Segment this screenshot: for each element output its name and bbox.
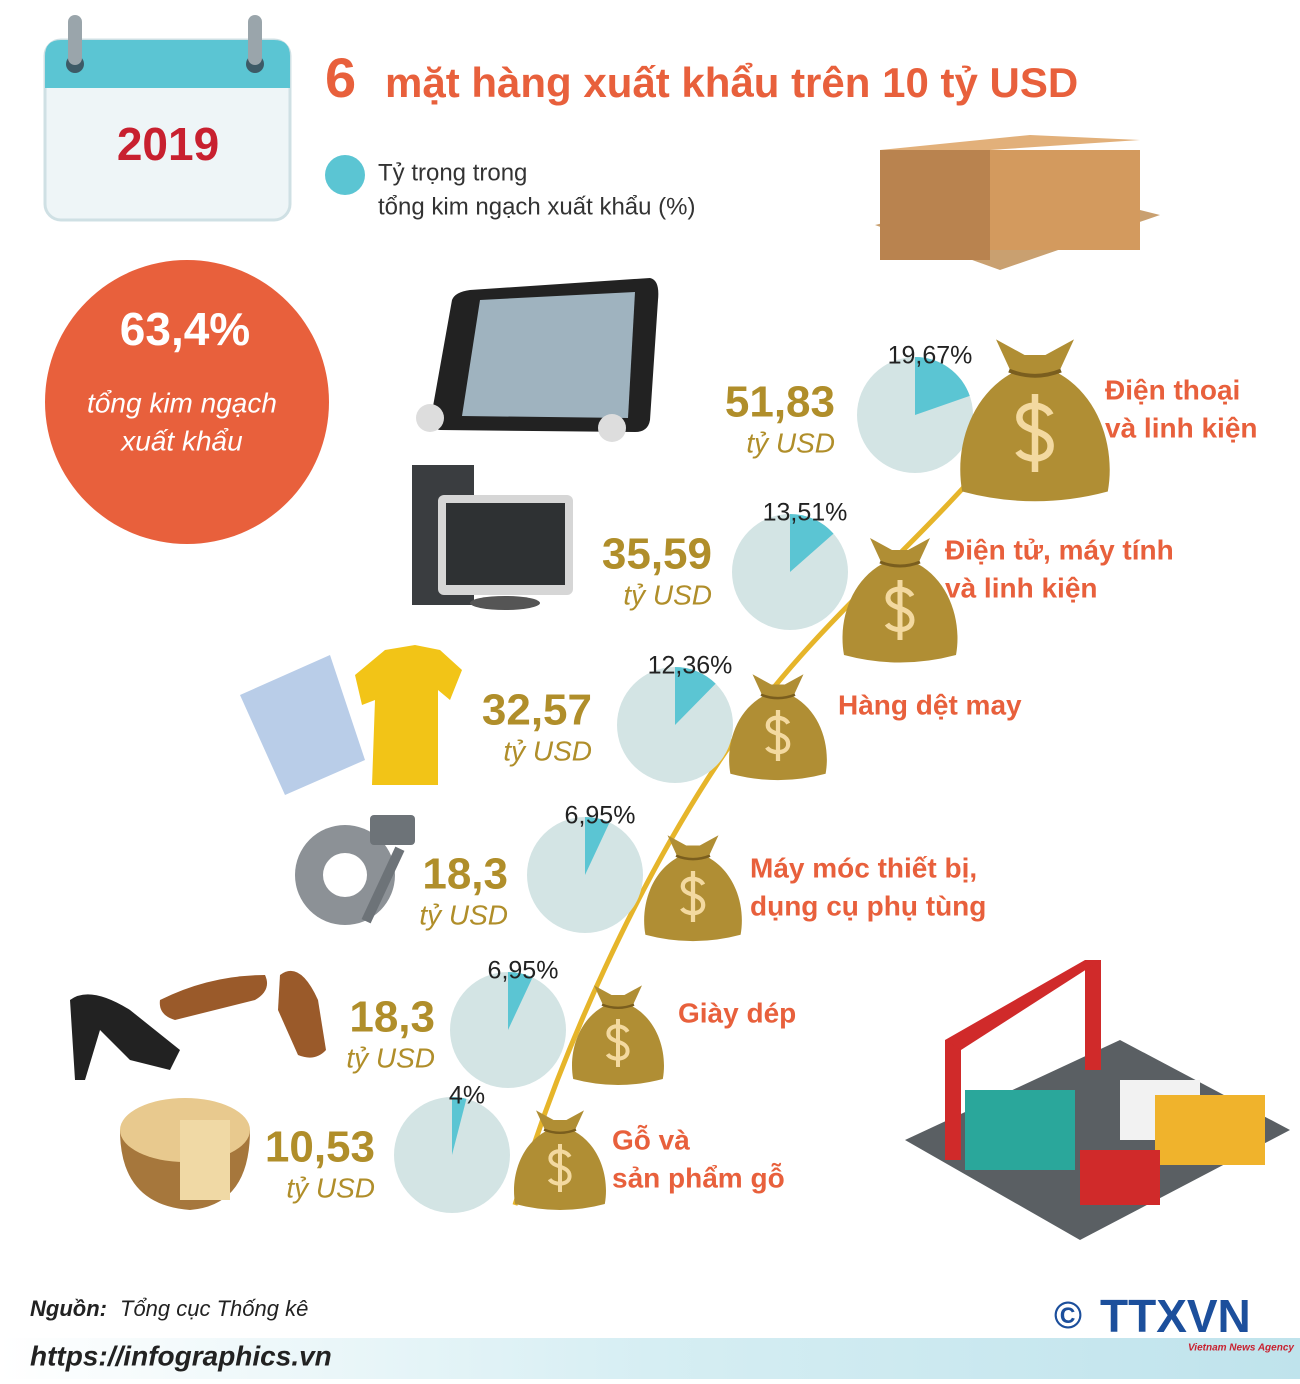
- share-label: 6,95%: [565, 802, 636, 830]
- item-name: Điện thoại: [1105, 374, 1240, 405]
- port-icon: [905, 960, 1290, 1240]
- title-number: 6: [325, 46, 356, 109]
- item-unit: tỷ USD: [746, 427, 835, 458]
- dollar-sign: [680, 870, 706, 923]
- legend-line: tổng kim ngạch xuất khẩu (%): [378, 193, 696, 220]
- item-name: sản phẩm gỗ: [612, 1162, 785, 1193]
- year: 2019: [117, 118, 219, 170]
- item-unit: tỷ USD: [503, 735, 592, 766]
- logo-sub: Vietnam News Agency: [1188, 1343, 1294, 1354]
- money-bag: [960, 339, 1110, 502]
- dollar-sign: [605, 1018, 630, 1068]
- money-bag: [842, 538, 958, 663]
- item-name: và linh kiện: [1105, 412, 1258, 443]
- dollar-sign: [547, 1143, 572, 1193]
- share-label: 6,95%: [488, 957, 559, 985]
- item-name: Máy móc thiết bị,: [750, 852, 977, 883]
- item-name: Hàng dệt may: [838, 689, 1022, 720]
- bag-tie: [601, 1003, 635, 1009]
- item-value: 32,57: [482, 686, 592, 735]
- legend-swatch: [325, 155, 365, 195]
- money-bag: [729, 674, 827, 781]
- bag-tie: [879, 560, 921, 568]
- item-unit: tỷ USD: [623, 579, 712, 610]
- source: Tổng cục Thống kê: [120, 1296, 308, 1321]
- money-bag: [514, 1110, 606, 1210]
- pie-wedge: [508, 972, 533, 1030]
- dollar-sign: [1015, 394, 1054, 472]
- footer-band: [0, 1338, 1300, 1379]
- bag-tie: [760, 693, 796, 700]
- dollar-sign: [765, 709, 791, 762]
- dollar-sign: [884, 580, 915, 640]
- total-label: tổng kim ngạch: [87, 387, 277, 418]
- url: https://infographics.vn: [30, 1340, 332, 1371]
- item-unit: tỷ USD: [419, 899, 508, 930]
- share-label: 4%: [449, 1082, 485, 1110]
- pie-wedge: [585, 817, 610, 875]
- title: mặt hàng xuất khẩu trên 10 tỷ USD: [385, 59, 1078, 106]
- item-unit: tỷ USD: [346, 1042, 435, 1073]
- bag-tie: [543, 1128, 577, 1134]
- item-value: 10,53: [265, 1123, 375, 1172]
- share-label: 19,67%: [888, 342, 973, 370]
- shoes-icon: [70, 970, 326, 1080]
- item-unit: tỷ USD: [286, 1172, 375, 1203]
- money-bag: [644, 835, 742, 942]
- share-label: 12,36%: [648, 652, 733, 680]
- item-value: 18,3: [349, 993, 435, 1042]
- shirts-icon: [240, 645, 462, 795]
- share-label: 13,51%: [763, 499, 848, 527]
- item-name: dụng cụ phụ tùng: [750, 890, 986, 921]
- item-name: Gỗ và: [612, 1124, 690, 1155]
- source-label: Nguồn:: [30, 1296, 107, 1321]
- boxes-icon: [875, 135, 1160, 270]
- bag-tie: [1008, 368, 1062, 378]
- logo: TTXVN: [1100, 1290, 1251, 1342]
- bag-tie: [675, 854, 711, 861]
- pie-wedge: [452, 1097, 467, 1155]
- calendar-icon: [43, 15, 292, 222]
- total-label: xuất khẩu: [119, 425, 243, 456]
- item-value: 18,3: [422, 850, 508, 899]
- item-name: Điện tử, máy tính: [945, 534, 1174, 565]
- gears-icon: [295, 815, 415, 925]
- item-name: và linh kiện: [945, 572, 1098, 603]
- legend-line: Tỷ trọng trong: [378, 159, 527, 186]
- copyright: ©: [1054, 1295, 1082, 1337]
- item-value: 51,83: [725, 378, 835, 427]
- wood-icon: [120, 1098, 250, 1210]
- pie-wedge: [790, 514, 834, 572]
- total-value: 63,4%: [120, 303, 250, 355]
- money-bag: [572, 985, 664, 1085]
- phone-icon: [416, 278, 659, 442]
- pie-wedge: [675, 667, 716, 725]
- computer-icon: [412, 465, 573, 610]
- total-circle: [45, 260, 329, 544]
- item-value: 35,59: [602, 530, 712, 579]
- pie-wedge: [915, 357, 970, 415]
- item-name: Giày dép: [678, 997, 796, 1028]
